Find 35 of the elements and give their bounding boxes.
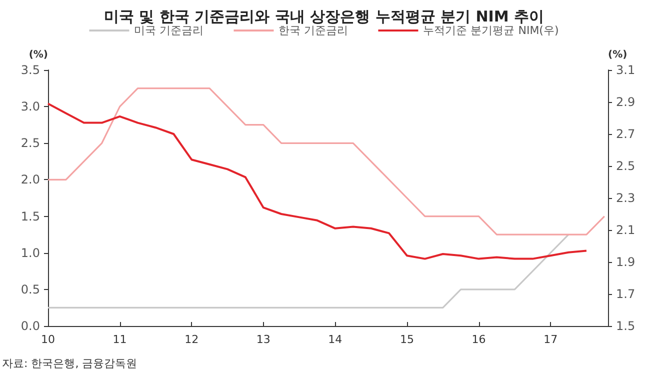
y2-axis-title: (%) — [608, 50, 628, 60]
x-tick-label: 16 — [472, 333, 486, 346]
y2-tick-label: 2.1 — [616, 223, 636, 237]
y2-tick-label: 2.3 — [616, 191, 636, 205]
text: 자료: 한국은행, 금융감독원 — [2, 357, 138, 370]
y2-tick-label: 2.9 — [616, 95, 636, 109]
chart-title: 미국 및 한국 기준금리와 국내 상장은행 누적평균 분기 NIM 추이 — [104, 8, 544, 26]
x-tick-label: 13 — [256, 333, 270, 346]
y-tick-label: 1.5 — [20, 209, 40, 224]
y-axis-title: (%) — [28, 50, 48, 60]
line-series — [47, 234, 570, 309]
x-tick-label: 12 — [184, 333, 199, 346]
y-tick-label: 3.0 — [20, 100, 40, 114]
legend-label: 누적기준 분기평균 NIM(우) — [423, 24, 559, 37]
y-tick-label: 1.0 — [20, 246, 40, 260]
y2-tick-label: 1.5 — [616, 319, 636, 333]
legend-label: 한국 기준금리 — [278, 24, 348, 37]
line-series — [47, 87, 606, 236]
x-tick-label: 15 — [400, 333, 414, 346]
y2-tick-label: 1.9 — [616, 255, 636, 269]
y2-tick-label: 2.5 — [616, 159, 636, 173]
x-tick-label: 14 — [328, 333, 342, 346]
x-tick-label: 11 — [112, 333, 127, 346]
y2-tick-label: 3.1 — [616, 63, 636, 77]
x-tick-label: 17 — [544, 333, 558, 346]
y-tick-label: 2.5 — [20, 136, 40, 150]
y2-tick-label: 1.7 — [616, 287, 636, 301]
line-series — [47, 102, 588, 260]
y-tick-label: 2.0 — [20, 172, 40, 187]
legend-label: 미국 기준금리 — [134, 24, 204, 37]
y-tick-label: 0.0 — [20, 319, 40, 333]
y-tick-label: 0.5 — [20, 282, 40, 296]
y-tick-label: 3.5 — [20, 63, 40, 77]
y2-tick-label: 2.7 — [616, 127, 636, 141]
x-tick-label: 10 — [41, 333, 55, 346]
